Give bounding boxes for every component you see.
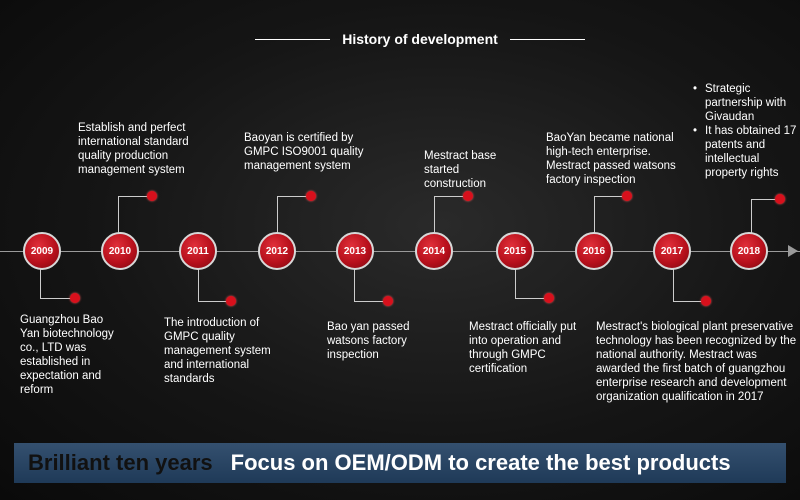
connector-2017-h xyxy=(673,301,705,302)
page-title: History of development xyxy=(342,31,498,47)
milestone-text-2017: Mestract's biological plant preservative… xyxy=(596,321,797,403)
connector-2014-h xyxy=(434,196,466,197)
connector-2012 xyxy=(277,196,278,233)
year-node-2012: 2012 xyxy=(258,232,296,270)
timeline-axis xyxy=(0,251,800,252)
connector-2012-h xyxy=(277,196,309,197)
connector-2018-h xyxy=(751,199,778,200)
year-node-2016: 2016 xyxy=(575,232,613,270)
year-node-2011: 2011 xyxy=(179,232,217,270)
year-node-2018: 2018 xyxy=(730,232,768,270)
marker-dot-2018 xyxy=(775,194,785,204)
marker-dot-2017 xyxy=(701,296,711,306)
milestone-text-2009: Guangzhou Bao Yan biotechnology co., LTD… xyxy=(20,314,114,396)
connector-2011 xyxy=(198,269,199,301)
banner-right-text: Focus on OEM/ODM to create the best prod… xyxy=(230,450,731,475)
milestone-text-2011: The introduction of GMPC quality managem… xyxy=(164,317,271,385)
connector-2016 xyxy=(594,196,595,233)
connector-2014 xyxy=(434,196,435,233)
milestone-text-2012: Baoyan is certified by GMPC ISO9001 qual… xyxy=(244,132,364,172)
banner-left-text: Brilliant ten years xyxy=(28,450,213,475)
marker-dot-2015 xyxy=(544,293,554,303)
timeline-arrow-icon xyxy=(788,245,798,257)
connector-2009-h xyxy=(40,298,72,299)
connector-2016-h xyxy=(594,196,626,197)
milestone-text-2013: Bao yan passed watsons factory inspectio… xyxy=(327,321,410,361)
milestone-bullet-2018-2: It has obtained 17 patents and intellect… xyxy=(693,124,798,180)
connector-2015 xyxy=(515,269,516,298)
year-node-2015: 2015 xyxy=(496,232,534,270)
milestone-list-2018: Strategic partnership with Givaudan It h… xyxy=(693,82,798,180)
connector-2010 xyxy=(118,196,119,233)
year-node-2010: 2010 xyxy=(101,232,139,270)
connector-2017 xyxy=(673,269,674,301)
milestone-text-2010: Establish and perfect international stan… xyxy=(78,122,189,176)
connector-2013-h xyxy=(354,301,386,302)
year-node-2009: 2009 xyxy=(23,232,61,270)
title-rule-right xyxy=(510,39,585,40)
marker-dot-2016 xyxy=(622,191,632,201)
milestone-text-2016: BaoYan became national high-tech enterpr… xyxy=(546,132,676,186)
marker-dot-2009 xyxy=(70,293,80,303)
marker-dot-2012 xyxy=(306,191,316,201)
milestone-text-2014: Mestract base started construction xyxy=(424,150,497,190)
title-bar: History of development xyxy=(0,28,800,52)
connector-2015-h xyxy=(515,298,547,299)
marker-dot-2013 xyxy=(383,296,393,306)
marker-dot-2010 xyxy=(147,191,157,201)
connector-2009 xyxy=(40,269,41,298)
milestone-bullet-2018-1: Strategic partnership with Givaudan xyxy=(693,82,798,124)
slogan-banner: Brilliant ten years Focus on OEM/ODM to … xyxy=(14,443,786,483)
connector-2013 xyxy=(354,269,355,301)
marker-dot-2011 xyxy=(226,296,236,306)
year-node-2013: 2013 xyxy=(336,232,374,270)
year-node-2017: 2017 xyxy=(653,232,691,270)
connector-2018 xyxy=(751,199,752,233)
year-node-2014: 2014 xyxy=(415,232,453,270)
connector-2010-h xyxy=(118,196,150,197)
connector-2011-h xyxy=(198,301,230,302)
marker-dot-2014 xyxy=(463,191,473,201)
title-rule-left xyxy=(255,39,330,40)
milestone-text-2015: Mestract officially put into operation a… xyxy=(469,321,577,375)
